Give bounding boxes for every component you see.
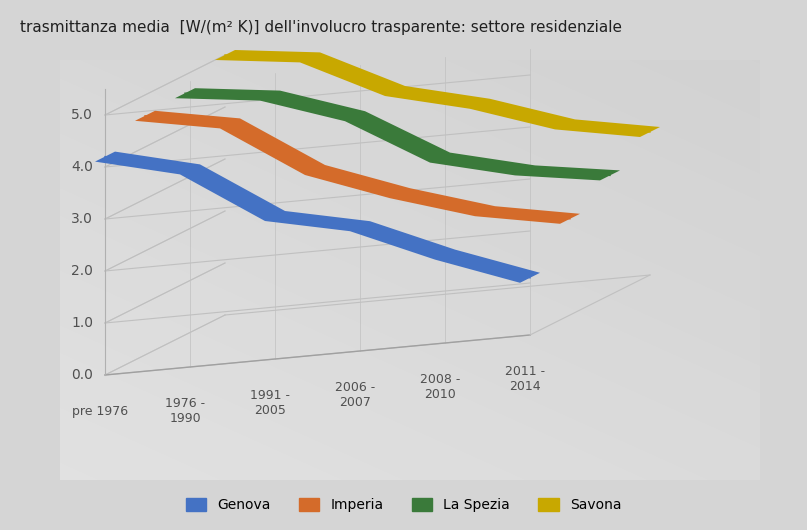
Polygon shape [95, 152, 540, 283]
Text: 3.0: 3.0 [71, 212, 93, 226]
Text: trasmittanza media  [W/(m² K)] dell'involucro trasparente: settore residenziale: trasmittanza media [W/(m² K)] dell'invol… [20, 20, 622, 35]
Text: 1976 -
1990: 1976 - 1990 [165, 397, 205, 425]
Polygon shape [215, 50, 660, 137]
Polygon shape [175, 88, 620, 180]
Text: 5.0: 5.0 [71, 108, 93, 122]
Text: 0.0: 0.0 [71, 368, 93, 382]
Text: 2008 -
2010: 2008 - 2010 [420, 373, 460, 401]
Text: 2011 -
2014: 2011 - 2014 [505, 365, 545, 393]
Legend: Genova, Imperia, La Spezia, Savona: Genova, Imperia, La Spezia, Savona [180, 493, 627, 518]
Text: 1.0: 1.0 [71, 316, 93, 330]
Text: 2006 -
2007: 2006 - 2007 [335, 381, 375, 409]
Polygon shape [135, 111, 580, 224]
Text: 4.0: 4.0 [71, 160, 93, 174]
Text: 1991 -
2005: 1991 - 2005 [250, 389, 290, 417]
Text: 2.0: 2.0 [71, 264, 93, 278]
Text: pre 1976: pre 1976 [72, 405, 128, 418]
